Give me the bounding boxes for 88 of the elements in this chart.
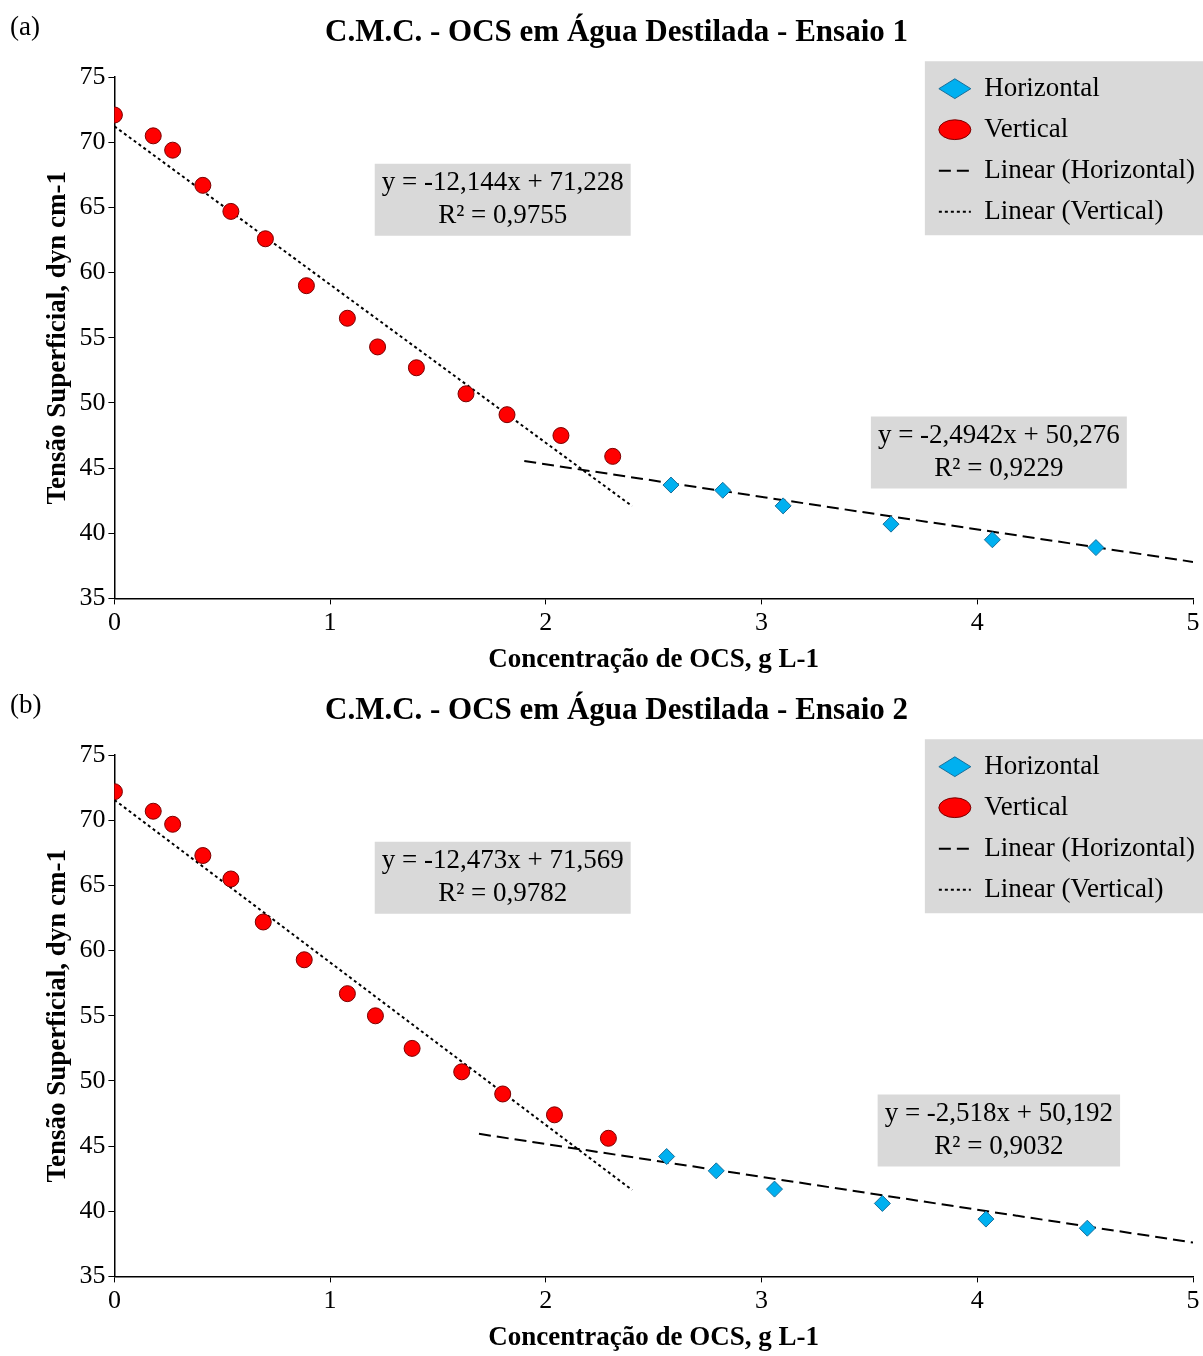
point — [1087, 539, 1105, 557]
point — [407, 359, 425, 377]
legend-label: Vertical — [984, 790, 1069, 821]
point — [545, 1106, 563, 1124]
x-tick-label: 5 — [1186, 606, 1200, 636]
y-tick-label: 75 — [79, 61, 106, 91]
point — [369, 338, 387, 356]
point — [222, 202, 240, 220]
point — [194, 847, 212, 865]
y-tick-label: 75 — [79, 739, 106, 769]
point — [457, 385, 475, 403]
point — [977, 1210, 995, 1228]
point — [873, 1194, 891, 1212]
x-tick-label: 1 — [323, 1284, 337, 1314]
chart-title: C.M.C. - OCS em Água Destilada - Ensaio 1 — [325, 12, 908, 48]
x-tick-label: 0 — [107, 606, 121, 636]
y-tick-label: 55 — [79, 999, 106, 1029]
legend-label: Linear (Vertical) — [984, 194, 1164, 225]
point — [498, 406, 516, 424]
annotation: y = -12,144x + 71,228 R² = 0,9755 — [381, 166, 624, 230]
x-tick-label: 3 — [755, 1284, 769, 1314]
annotation: y = -2,518x + 50,192 R² = 0,9032 — [884, 1097, 1114, 1161]
chart-title: C.M.C. - OCS em Água Destilada - Ensaio 2 — [325, 690, 908, 726]
y-axis-title: Tensão Superficial, dyn cm-1 — [41, 171, 72, 505]
point — [144, 127, 162, 145]
point — [164, 141, 182, 159]
point — [774, 497, 792, 515]
y-tick-label: 50 — [79, 386, 106, 416]
x-tick-label: 3 — [755, 606, 769, 636]
legend-label: Horizontal — [984, 749, 1100, 780]
point — [1078, 1219, 1096, 1237]
point — [552, 427, 570, 445]
y-tick-label: 70 — [79, 804, 106, 834]
point — [164, 815, 182, 833]
y-tick-label: 45 — [79, 1129, 106, 1159]
x-tick-label: 0 — [107, 1284, 121, 1314]
annotation: y = -2,4942x + 50,276 R² = 0,9229 — [877, 419, 1120, 483]
point — [194, 176, 212, 194]
y-tick-label: 35 — [79, 582, 106, 612]
point — [297, 277, 315, 295]
legend-label: Linear (Horizontal) — [984, 831, 1196, 862]
x-axis-title: Concentração de OCS, g L-1 — [488, 1320, 820, 1351]
y-tick-label: 65 — [79, 869, 106, 899]
legend-label: Linear (Horizontal) — [984, 153, 1196, 184]
point — [453, 1063, 471, 1081]
point — [338, 309, 356, 327]
x-axis-title: Concentração de OCS, g L-1 — [488, 642, 820, 673]
point — [256, 230, 274, 248]
x-tick-label: 4 — [970, 606, 984, 636]
legend-label: Horizontal — [984, 71, 1100, 102]
point — [662, 476, 680, 494]
point — [222, 870, 240, 888]
point — [707, 1162, 725, 1180]
y-tick-label: 70 — [79, 126, 106, 156]
point — [403, 1039, 421, 1057]
point — [766, 1180, 783, 1198]
text: (b) — [10, 689, 42, 720]
point — [983, 531, 1001, 549]
annotation: y = -12,473x + 71,569 R² = 0,9782 — [381, 844, 624, 908]
point — [144, 802, 162, 820]
text: (a) — [10, 11, 40, 42]
point — [882, 515, 900, 533]
x-tick-label: 4 — [970, 1284, 984, 1314]
x-tick-label: 2 — [539, 606, 553, 636]
y-axis-title: Tensão Superficial, dyn cm-1 — [41, 849, 72, 1183]
y-tick-label: 45 — [79, 451, 106, 481]
point — [599, 1129, 617, 1147]
x-tick-label: 1 — [323, 606, 337, 636]
legend-label: Vertical — [984, 112, 1069, 143]
point — [366, 1007, 384, 1025]
y-tick-label: 60 — [79, 934, 106, 964]
point — [254, 913, 272, 931]
point — [295, 951, 313, 969]
point — [494, 1085, 512, 1103]
point — [714, 481, 732, 499]
y-tick-label: 35 — [79, 1260, 106, 1290]
y-tick-label: 40 — [79, 517, 106, 547]
point — [338, 985, 356, 1003]
y-tick-label: 50 — [79, 1064, 106, 1094]
y-tick-label: 55 — [79, 321, 106, 351]
legend-label: Linear (Vertical) — [984, 872, 1164, 903]
y-tick-label: 40 — [79, 1195, 106, 1225]
x-tick-label: 2 — [539, 1284, 553, 1314]
y-tick-label: 65 — [79, 191, 106, 221]
x-tick-label: 5 — [1186, 1284, 1200, 1314]
point — [604, 447, 622, 465]
y-tick-label: 60 — [79, 256, 106, 286]
point — [658, 1148, 676, 1166]
